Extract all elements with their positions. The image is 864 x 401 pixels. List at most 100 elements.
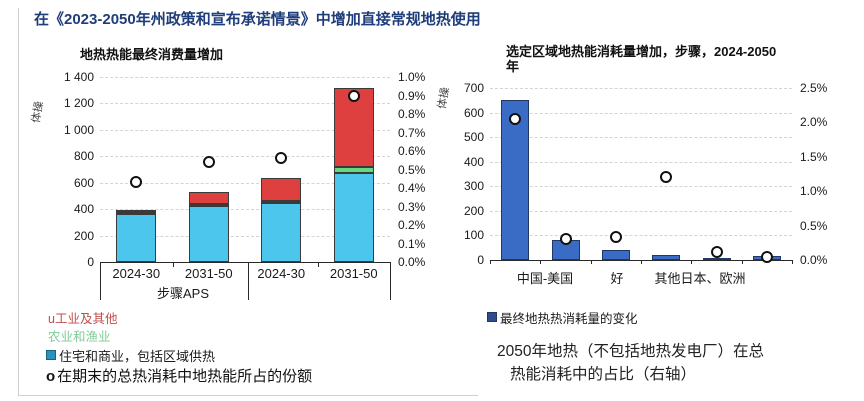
left-chart-group-label: 步骤APS [156,286,209,301]
bar-change [501,100,530,260]
right-chart-plot-area [490,88,793,264]
gridline [100,209,390,211]
share-dot [559,232,572,245]
category-label: 其他日本、欧洲 [654,271,746,286]
share-dot [660,170,673,183]
gridline [100,182,390,184]
legend-agriculture: 农业和渔业 [48,330,111,344]
left-axis-tick-label: 700 [463,81,484,95]
bar-segment-agriculture [116,212,157,215]
gridline [490,235,792,237]
right-axis-tick-label: 2.0% [800,115,828,130]
axis-tick [792,260,793,264]
legend-share: 在期末的总热消耗中地热能所占的份额 [57,368,313,385]
gridline [490,161,792,163]
bar-segment-agriculture [188,204,229,207]
gridline [100,156,390,158]
left-axis-tick-label: 100 [463,228,484,243]
right-chart-title-line2: 年 [506,59,520,74]
right-chart-title-line1: 选定区域地热能消耗量增加，步骤，2024-2050 [506,44,777,59]
left-axis-tick-label: 300 [463,179,484,194]
share-dot [130,176,143,189]
left-axis-tick-label: 1 000 [63,122,94,137]
share-dot [760,251,773,264]
axis-tick [741,260,743,264]
left-axis-tick-label: 800 [73,149,94,164]
right-axis-tick-label: 2.5% [800,81,828,95]
bar-segment-residential [116,213,157,262]
legend-change: 最终地热热消耗量的变化 [500,312,638,326]
change-square-icon [487,312,497,322]
right-caption-line1: 2050年地热（不包括地热发电厂）在总 [497,343,764,360]
gridline [490,112,792,114]
right-axis-tick-label: 0.0% [800,253,828,267]
left-axis-tick-label: 1 200 [63,96,94,111]
left-axis-tick-label: 500 [463,130,484,145]
right-caption: 2050年地热（不包括地热发电厂）在总 热能消耗中的占比（右轴） [497,340,764,386]
gridline [490,88,792,89]
right-axis-tick-label: 1.0% [398,70,426,84]
left-axis-tick-label: 200 [73,228,94,243]
gridline [100,129,390,131]
left-axis-tick-label: 200 [463,203,484,218]
left-axis-tick-label: 600 [463,105,484,120]
left-chart-title: 地热热能最终消费量增加 [80,47,224,62]
gridline [100,235,390,237]
category-label: 2024-30 [257,266,306,281]
bar-segment-residential [261,202,302,262]
category-label: 2031-50 [184,266,233,281]
left-axis-tick-label: 600 [73,175,94,190]
category-label: 好 [610,271,624,286]
axis-tick [317,262,319,267]
bar-change [601,250,630,260]
left-axis-tick-label: 0 [87,255,94,269]
axis-group-divider [100,262,101,300]
bar-change [702,258,731,260]
axis-tick [590,260,592,264]
share-dot [202,156,215,169]
right-axis-tick-label: 1.0% [800,184,828,199]
left-axis-tick-label: 400 [73,202,94,217]
gridline [490,210,792,212]
right-axis-tick-label: 0.5% [800,218,828,233]
right-axis-tick-label: 0.7% [398,125,426,140]
right-axis-tick-label: 0.2% [398,218,426,232]
left-chart-plot-area [100,77,391,300]
gridline [490,186,792,188]
bar-segment-industry [188,192,229,205]
share-dot [347,89,360,102]
category-label: 中国-美国 [516,271,574,286]
axis-group-divider [248,262,249,300]
right-axis-tick-label: 0.8% [398,107,426,121]
bar-segment-industry [116,209,157,213]
x-axis-line [100,262,390,263]
axis-tick [641,260,642,264]
left-axis-tick-label: 0 [477,253,484,267]
figure-title: 在《2023-2050年州政策和宣布承诺情景》中增加直接常规地热使用 [34,11,481,28]
figure-left-border [18,8,19,396]
right-caption-line2: 热能消耗中的占比（右轴） [510,366,697,383]
axis-tick [691,260,693,264]
bar-segment-industry [261,178,302,201]
share-dot [710,246,723,259]
axis-tick [540,260,542,264]
axis-group-divider [390,262,391,300]
left-axis-tick-label: 400 [463,154,484,169]
right-axis-tick-label: 0.5% [398,162,426,177]
gridline [100,103,390,105]
gridline [100,77,390,78]
category-label: 2031-50 [329,266,378,281]
axis-tick [490,260,491,264]
right-chart-title: 选定区域地热能消耗量增加，步骤，2024-2050 年 [506,44,806,74]
bar-segment-residential [333,172,374,262]
gridline [490,137,792,139]
axis-tick [172,262,174,267]
left-axis-tick-label: 1 400 [63,70,94,84]
bar-change [652,255,681,260]
figure-bottom-border [18,395,478,396]
right-axis-tick-label: 0.1% [398,236,426,251]
right-axis-tick-label: 1.5% [800,149,828,164]
share-dot [275,152,288,165]
right-axis-tick-label: 0.4% [398,181,426,195]
right-axis-tick-label: 0.9% [398,88,426,103]
